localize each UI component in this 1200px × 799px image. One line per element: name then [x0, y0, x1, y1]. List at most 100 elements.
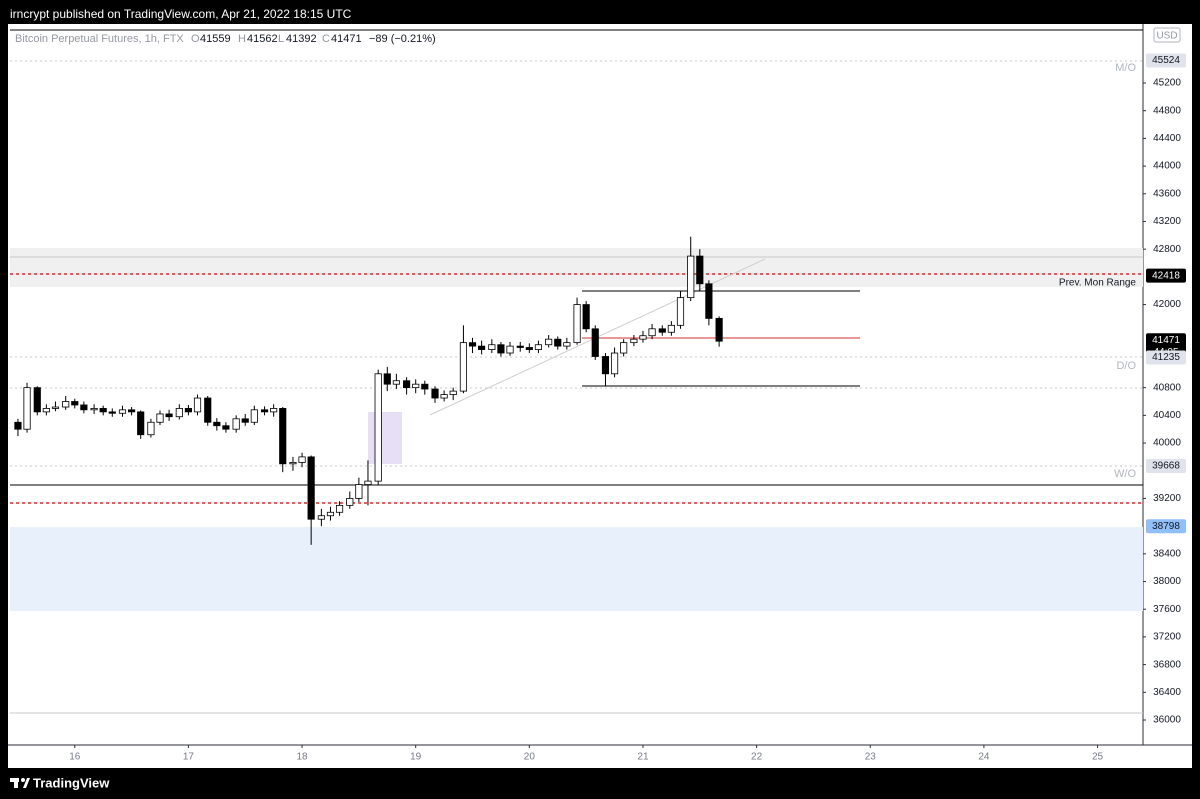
candle-body	[705, 283, 713, 319]
candle-body	[468, 342, 477, 347]
y-tick-label: 38000	[1153, 576, 1181, 587]
y-tick-label: 40000	[1153, 438, 1181, 449]
x-tick-label: 23	[865, 752, 877, 763]
demand-zone	[10, 527, 1143, 611]
annotation: D/O	[1116, 360, 1136, 372]
legend-value: 41471	[331, 33, 362, 45]
logo-part	[14, 778, 18, 788]
candle-body	[601, 356, 610, 375]
footer-logo	[10, 778, 30, 788]
candle-body	[687, 255, 695, 299]
legend-key: C	[322, 33, 330, 45]
candle-body	[33, 387, 41, 413]
candle-body	[383, 373, 391, 385]
candle-body	[610, 352, 619, 375]
y-tick-label: 37200	[1153, 632, 1181, 643]
y-tick-label: 40400	[1153, 410, 1181, 421]
candle-body	[516, 345, 524, 348]
x-tick-label: 16	[69, 752, 81, 763]
price-label: 41235	[1152, 352, 1180, 363]
candle-body	[715, 318, 723, 342]
candle-body	[534, 344, 543, 350]
price-label-bg	[1146, 459, 1186, 474]
y-tick-label: 44800	[1153, 105, 1181, 116]
candle-body	[449, 390, 457, 395]
candle-body	[648, 328, 656, 337]
legend-change: −89 (−0.21%)	[369, 33, 436, 45]
y-tick-label: 37600	[1153, 604, 1181, 615]
candle-body	[42, 408, 50, 413]
imbalance-box	[368, 412, 402, 464]
y-tick-label: 36400	[1153, 687, 1181, 698]
x-tick-label: 24	[978, 752, 990, 763]
candle-body	[147, 421, 155, 436]
y-tick-label: 43600	[1153, 188, 1181, 199]
candle-body	[478, 345, 486, 350]
candle-body	[573, 304, 581, 344]
annotation: M/O	[1115, 62, 1136, 74]
candle-body	[137, 411, 145, 436]
candle-body	[658, 328, 666, 333]
annotation: Prev. Mon Range	[1059, 278, 1137, 289]
y-tick-label: 38400	[1153, 548, 1181, 559]
footer-brand: TradingView	[33, 775, 110, 790]
y-tick-label: 40800	[1153, 382, 1181, 393]
legend-key: H	[238, 33, 246, 45]
candle-body	[440, 394, 448, 399]
candle-body	[241, 418, 249, 423]
candle-body	[326, 511, 335, 517]
candle-body	[14, 421, 22, 430]
price-label: 39668	[1152, 461, 1180, 472]
candle-body	[128, 409, 136, 413]
candle-body	[108, 411, 116, 414]
publisher-header: irncrypt published on TradingView.com, A…	[10, 7, 352, 21]
candle-body	[488, 344, 496, 350]
candle-body	[374, 373, 382, 482]
x-tick-label: 19	[410, 752, 422, 763]
candle-body	[260, 409, 269, 413]
prev-mon-range-zone	[10, 248, 1143, 287]
candle-body	[545, 338, 553, 346]
candle-body	[232, 418, 240, 430]
candle-body	[563, 342, 571, 347]
candle-body	[250, 409, 258, 423]
candle-body	[335, 504, 344, 513]
legend: Bitcoin Perpetual Futures, 1h, FTX O 415…	[15, 33, 436, 45]
x-tick-label: 22	[751, 752, 763, 763]
candle-body	[506, 345, 514, 354]
candle-body	[554, 338, 562, 347]
x-tick-label: 21	[637, 752, 649, 763]
price-label: 42418	[1152, 270, 1180, 281]
legend-key: L	[278, 33, 284, 45]
candle-body	[431, 388, 439, 399]
currency-box[interactable]	[1153, 27, 1181, 43]
y-tick-label: 43200	[1153, 216, 1181, 227]
symbol: Bitcoin Perpetual Futures, 1h, FTX	[15, 33, 184, 45]
candle-body	[175, 408, 183, 418]
x-tick-label: 25	[1092, 752, 1104, 763]
candle-body	[630, 338, 638, 344]
candle-body	[62, 401, 70, 408]
candle-body	[156, 413, 164, 423]
candle-body	[459, 342, 468, 392]
price-label-bg	[1146, 268, 1186, 283]
candle-body	[193, 397, 202, 413]
candle-body	[582, 304, 590, 330]
candle-body	[355, 484, 363, 499]
candle-body	[270, 408, 278, 413]
candle-body	[317, 515, 325, 520]
candle-body	[165, 413, 173, 418]
candle-body	[184, 408, 192, 413]
legend-value: 41392	[286, 33, 317, 45]
candle-body	[676, 297, 685, 326]
logo-part	[23, 778, 30, 788]
currency[interactable]: USD	[1156, 31, 1177, 42]
x-tick-label: 18	[296, 752, 308, 763]
logo-part	[21, 778, 25, 782]
price-label-bg	[1146, 519, 1186, 534]
candle-body	[639, 335, 647, 340]
y-tick-label: 45200	[1153, 78, 1181, 89]
legend-value: 41559	[200, 33, 231, 45]
chart-frame	[8, 24, 1192, 768]
